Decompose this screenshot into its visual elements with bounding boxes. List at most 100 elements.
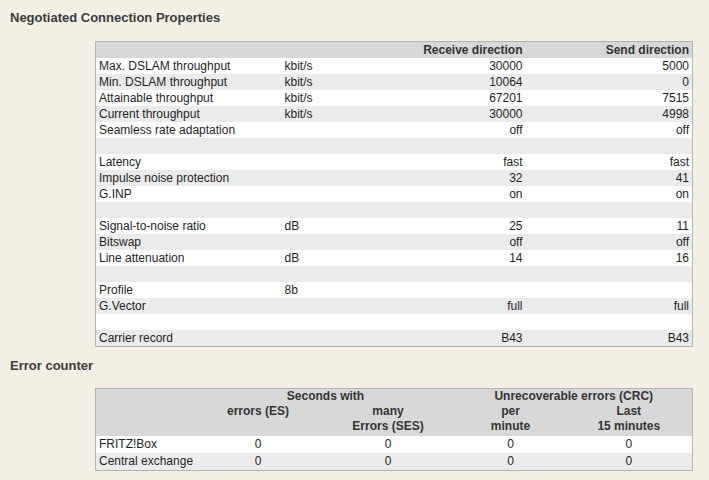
send-value: off (526, 234, 693, 250)
send-value: 7515 (526, 90, 693, 106)
connection-table-row: Impulse noise protection 32 41 (96, 170, 693, 186)
connection-table-body: Max. DSLAM throughput kbit/s 30000 5000 … (96, 58, 693, 347)
row-label: Latency (96, 154, 282, 170)
connection-table-row: Line attenuation dB 14 16 (96, 250, 693, 266)
row-label: Signal-to-noise ratio (96, 218, 282, 234)
error-table-group-header-row: Seconds with Unrecoverable errors (CRC) (96, 389, 693, 405)
row-unit (282, 186, 375, 202)
row-label (96, 314, 282, 330)
connection-table-row: G.Vector full full (96, 298, 693, 314)
receive-value: off (375, 122, 526, 138)
connection-table-row: Seamless rate adaptation off off (96, 122, 693, 138)
section-title-negotiated-connection-properties: Negotiated Connection Properties (10, 10, 220, 25)
receive-value: 25 (375, 218, 526, 234)
error-table-row: Central exchange 0 0 0 0 (96, 453, 693, 471)
seconds-with-group-header: Seconds with (196, 389, 456, 405)
row-label: Max. DSLAM throughput (96, 58, 282, 74)
error-counter-table: Seconds with Unrecoverable errors (CRC) … (95, 388, 693, 471)
row-unit (282, 234, 375, 250)
row-label (96, 138, 282, 154)
receive-value: 32 (375, 170, 526, 186)
receive-value: 14 (375, 250, 526, 266)
send-value (526, 266, 693, 282)
row-unit (282, 202, 375, 218)
connection-table-row: Max. DSLAM throughput kbit/s 30000 5000 (96, 58, 693, 74)
connection-table-row: Latency fast fast (96, 154, 693, 170)
empty-header-cell (282, 42, 375, 59)
send-value: off (526, 122, 693, 138)
receive-value: on (375, 186, 526, 202)
connection-properties-table: Receive direction Send direction Max. DS… (95, 41, 693, 347)
receive-direction-header: Receive direction (375, 42, 526, 59)
row-unit: kbit/s (282, 74, 375, 90)
send-value: 0 (526, 74, 693, 90)
row-label: G.INP (96, 186, 282, 202)
many-errors-ses-header: many Errors (SES) (321, 404, 456, 436)
receive-value: 67201 (375, 90, 526, 106)
send-value: full (526, 298, 693, 314)
send-value: on (526, 186, 693, 202)
row-unit (282, 154, 375, 170)
receive-value (375, 266, 526, 282)
crc-last-15-minutes-header: Last 15 minutes (566, 404, 693, 436)
error-table-sub-header-row: errors (ES) many Errors (SES) per minute… (96, 404, 693, 436)
row-label: Attainable throughput (96, 90, 282, 106)
row-label: Profile (96, 282, 282, 298)
receive-value: 30000 (375, 58, 526, 74)
crc-per-minute-header: per minute (456, 404, 566, 436)
connection-table-row (96, 138, 693, 154)
row-label: Bitswap (96, 234, 282, 250)
row-unit: dB (282, 250, 375, 266)
errors-ses-value: 0 (321, 453, 456, 471)
row-label: Min. DSLAM throughput (96, 74, 282, 90)
empty-header-cell (96, 42, 282, 59)
row-label: FRITZ!Box (96, 436, 196, 453)
receive-value: fast (375, 154, 526, 170)
connection-table-row: Carrier record B43 B43 (96, 330, 693, 347)
receive-value (375, 282, 526, 298)
send-value (526, 314, 693, 330)
row-label (96, 266, 282, 282)
row-label: Central exchange (96, 453, 196, 471)
empty-header-cell (96, 389, 196, 405)
connection-table-row: Min. DSLAM throughput kbit/s 10064 0 (96, 74, 693, 90)
row-unit (282, 314, 375, 330)
send-value: 16 (526, 250, 693, 266)
row-unit (282, 330, 375, 347)
send-value: B43 (526, 330, 693, 347)
row-label: Line attenuation (96, 250, 282, 266)
send-value: fast (526, 154, 693, 170)
row-unit: dB (282, 218, 375, 234)
crc-per-minute-value: 0 (456, 436, 566, 453)
receive-value (375, 202, 526, 218)
errors-ses-value: 0 (321, 436, 456, 453)
crc-last-15-minutes-value: 0 (566, 436, 693, 453)
connection-table-row (96, 314, 693, 330)
row-unit (282, 138, 375, 154)
dsl-information-page: Negotiated Connection Properties Receive… (0, 0, 709, 480)
connection-table-row: Profile 8b (96, 282, 693, 298)
receive-value: off (375, 234, 526, 250)
row-label: G.Vector (96, 298, 282, 314)
errors-es-value: 0 (196, 436, 321, 453)
row-unit (282, 298, 375, 314)
error-table-body: FRITZ!Box 0 0 0 0 Central exchange 0 0 0… (96, 436, 693, 471)
receive-value (375, 314, 526, 330)
send-value: 11 (526, 218, 693, 234)
connection-table-row (96, 266, 693, 282)
receive-value: B43 (375, 330, 526, 347)
connection-table-row: Signal-to-noise ratio dB 25 11 (96, 218, 693, 234)
row-label: Seamless rate adaptation (96, 122, 282, 138)
connection-table-row: Bitswap off off (96, 234, 693, 250)
empty-header-cell (96, 404, 196, 436)
row-unit (282, 122, 375, 138)
send-value: 4998 (526, 106, 693, 122)
connection-table-row (96, 202, 693, 218)
row-unit: 8b (282, 282, 375, 298)
row-label: Current throughput (96, 106, 282, 122)
row-unit (282, 170, 375, 186)
row-label: Carrier record (96, 330, 282, 347)
receive-value: 30000 (375, 106, 526, 122)
send-value (526, 202, 693, 218)
section-title-error-counter: Error counter (10, 358, 93, 373)
